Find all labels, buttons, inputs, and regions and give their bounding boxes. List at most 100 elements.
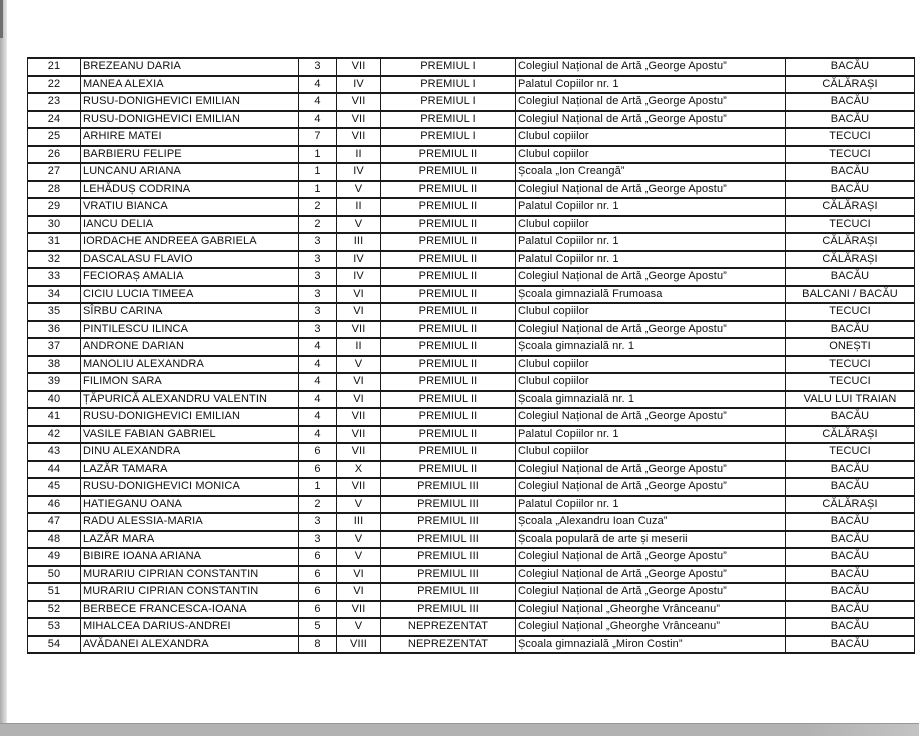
cell-row-number: 23 xyxy=(27,92,81,112)
table-row: 43 DINU ALEXANDRA 6 VII PREMIUL II Clubul cop… xyxy=(27,442,915,462)
cell-class: IV xyxy=(336,267,381,287)
cell-participant-name: VASILE FABIAN GABRIEL xyxy=(80,424,299,444)
cell-row-number: 34 xyxy=(27,284,81,304)
cell-participant-name: AVĂDANEI ALEXANDRA xyxy=(80,634,299,654)
cell-year: 6 xyxy=(298,599,337,619)
cell-city: CĂLĂRAȘI xyxy=(785,249,915,269)
cell-class: II xyxy=(336,337,381,357)
results-table-body: 21 BREZEANU DARIA 3 VII PREMIUL I Colegiul Na… xyxy=(27,57,915,654)
cell-award: PREMIUL II xyxy=(380,179,516,199)
cell-row-number: 32 xyxy=(27,249,81,269)
cell-award: PREMIUL II xyxy=(380,232,516,252)
cell-participant-name: MURARIU CIPRIAN CONSTANTIN xyxy=(80,564,299,584)
cell-city: BALCANI / BACĂU xyxy=(785,284,915,304)
cell-class: V xyxy=(336,179,381,199)
cell-class: V xyxy=(336,214,381,234)
cell-award: PREMIUL II xyxy=(380,144,516,164)
cell-class: VII xyxy=(336,319,381,339)
cell-award: PREMIUL III xyxy=(380,477,516,497)
cell-city: TECUCI xyxy=(785,442,915,462)
cell-participant-name: FECIORAȘ AMALIA xyxy=(80,267,299,287)
cell-school: Colegiul Național de Artă „George Apostu… xyxy=(515,319,786,339)
cell-year: 3 xyxy=(298,57,337,77)
cell-row-number: 25 xyxy=(27,127,81,147)
cell-class: V xyxy=(336,529,381,549)
cell-class: X xyxy=(336,459,381,479)
cell-school: Colegiul Național „Gheorghe Vrânceanu” xyxy=(515,617,786,637)
cell-city: TECUCI xyxy=(785,372,915,392)
cell-city: TECUCI xyxy=(785,354,915,374)
cell-city: VALU LUI TRAIAN xyxy=(785,389,915,409)
cell-school: Școala „Alexandru Ioan Cuza” xyxy=(515,512,786,532)
cell-award: PREMIUL I xyxy=(380,127,516,147)
cell-participant-name: LAZĂR MARA xyxy=(80,529,299,549)
cell-city: BACĂU xyxy=(785,319,915,339)
table-row: 54 AVĂDANEI ALEXANDRA 8 VIII NEPREZENTAT Școa… xyxy=(27,634,915,654)
cell-row-number: 52 xyxy=(27,599,81,619)
table-row: 26 BARBIERU FELIPE 1 II PREMIUL II Clubul cop… xyxy=(27,144,915,164)
cell-participant-name: RUSU-DONIGHEVICI EMILIAN xyxy=(80,109,299,129)
cell-award: NEPREZENTAT xyxy=(380,617,516,637)
cell-class: VII xyxy=(336,407,381,427)
cell-participant-name: CICIU LUCIA TIMEEA xyxy=(80,284,299,304)
cell-class: IV xyxy=(336,162,381,182)
cell-city: CĂLĂRAȘI xyxy=(785,232,915,252)
cell-row-number: 30 xyxy=(27,214,81,234)
cell-row-number: 45 xyxy=(27,477,81,497)
table-row: 45 RUSU-DONIGHEVICI MONICA 1 VII PREMIUL III… xyxy=(27,477,915,497)
table-row: 46 HATIEGANU OANA 2 V PREMIUL III Palatul Cop… xyxy=(27,494,915,514)
cell-city: BACĂU xyxy=(785,582,915,602)
cell-school: Colegiul Național „Gheorghe Vrânceanu” xyxy=(515,599,786,619)
cell-row-number: 49 xyxy=(27,547,81,567)
cell-row-number: 48 xyxy=(27,529,81,549)
table-row: 47 RADU ALESSIA-MARIA 3 III PREMIUL III Școal… xyxy=(27,512,915,532)
cell-participant-name: LUNCANU ARIANA xyxy=(80,162,299,182)
cell-year: 4 xyxy=(298,372,337,392)
cell-school: Palatul Copiilor nr. 1 xyxy=(515,74,786,94)
cell-award: PREMIUL III xyxy=(380,582,516,602)
cell-city: BACĂU xyxy=(785,564,915,584)
cell-school: Școala gimnazială Frumoasa xyxy=(515,284,786,304)
cell-award: PREMIUL III xyxy=(380,512,516,532)
cell-row-number: 33 xyxy=(27,267,81,287)
cell-year: 1 xyxy=(298,477,337,497)
cell-class: VI xyxy=(336,372,381,392)
cell-school: Palatul Copiilor nr. 1 xyxy=(515,232,786,252)
cell-participant-name: ANDRONE DARIAN xyxy=(80,337,299,357)
table-row: 52 BERBECE FRANCESCA-IOANA 6 VII PREMIUL III… xyxy=(27,599,915,619)
cell-class: VII xyxy=(336,442,381,462)
page-bottom-edge-bar xyxy=(0,723,919,736)
cell-award: PREMIUL II xyxy=(380,162,516,182)
cell-class: II xyxy=(336,197,381,217)
cell-city: CĂLĂRAȘI xyxy=(785,197,915,217)
table-row: 21 BREZEANU DARIA 3 VII PREMIUL I Colegiul Na… xyxy=(27,57,915,77)
cell-participant-name: VRATIU BIANCA xyxy=(80,197,299,217)
cell-class: VII xyxy=(336,92,381,112)
cell-participant-name: RUSU-DONIGHEVICI EMILIAN xyxy=(80,92,299,112)
cell-class: V xyxy=(336,547,381,567)
cell-year: 6 xyxy=(298,547,337,567)
cell-year: 5 xyxy=(298,617,337,637)
cell-class: V xyxy=(336,354,381,374)
cell-participant-name: HATIEGANU OANA xyxy=(80,494,299,514)
cell-school: Clubul copiilor xyxy=(515,127,786,147)
cell-school: Școala populară de arte și meserii xyxy=(515,529,786,549)
cell-class: VII xyxy=(336,127,381,147)
cell-award: PREMIUL III xyxy=(380,529,516,549)
cell-award: PREMIUL II xyxy=(380,284,516,304)
cell-school: Clubul copiilor xyxy=(515,214,786,234)
table-row: 38 MANOLIU ALEXANDRA 4 V PREMIUL II Clubul co… xyxy=(27,354,915,374)
cell-row-number: 40 xyxy=(27,389,81,409)
cell-year: 4 xyxy=(298,407,337,427)
cell-participant-name: ARHIRE MATEI xyxy=(80,127,299,147)
cell-school: Palatul Copiilor nr. 1 xyxy=(515,424,786,444)
cell-row-number: 39 xyxy=(27,372,81,392)
cell-school: Colegiul Național de Artă „George Apostu… xyxy=(515,407,786,427)
table-row: 50 MURARIU CIPRIAN CONSTANTIN 6 VI PREMIUL I… xyxy=(27,564,915,584)
cell-school: Colegiul Național de Artă „George Apostu… xyxy=(515,459,786,479)
cell-class: VII xyxy=(336,424,381,444)
cell-row-number: 27 xyxy=(27,162,81,182)
cell-school: Colegiul Național de Artă „George Apostu… xyxy=(515,179,786,199)
cell-participant-name: BARBIERU FELIPE xyxy=(80,144,299,164)
cell-class: VII xyxy=(336,109,381,129)
